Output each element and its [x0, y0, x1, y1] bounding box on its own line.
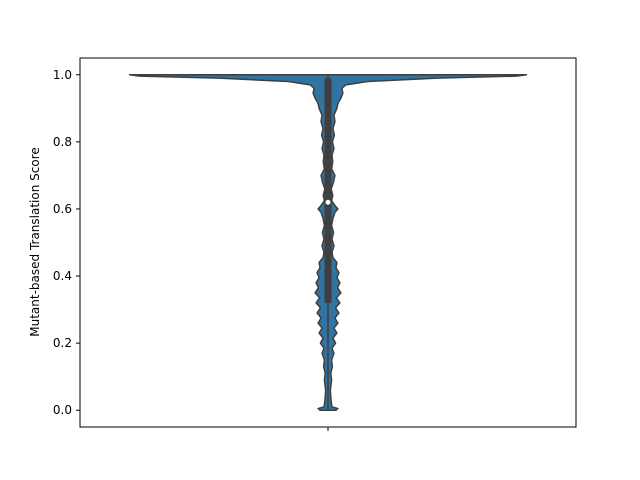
y-tick-label: 0.8: [53, 135, 72, 149]
y-tick-label: 0.2: [53, 336, 72, 350]
axes-layer: 0.0 0.2 0.4 0.6 0.8 1.0: [53, 57, 577, 431]
y-tick-label: 0.0: [53, 403, 72, 417]
violin-iqr-box-0: [324, 78, 332, 303]
violin-median-point-0: [325, 199, 331, 205]
y-tick-label: 1.0: [53, 68, 72, 82]
y-tick-label: 0.6: [53, 202, 72, 216]
y-axis-label: Mutant-based Translation Score: [28, 147, 42, 337]
inner-box-layer: [324, 74, 332, 411]
y-tick-label: 0.4: [53, 269, 72, 283]
